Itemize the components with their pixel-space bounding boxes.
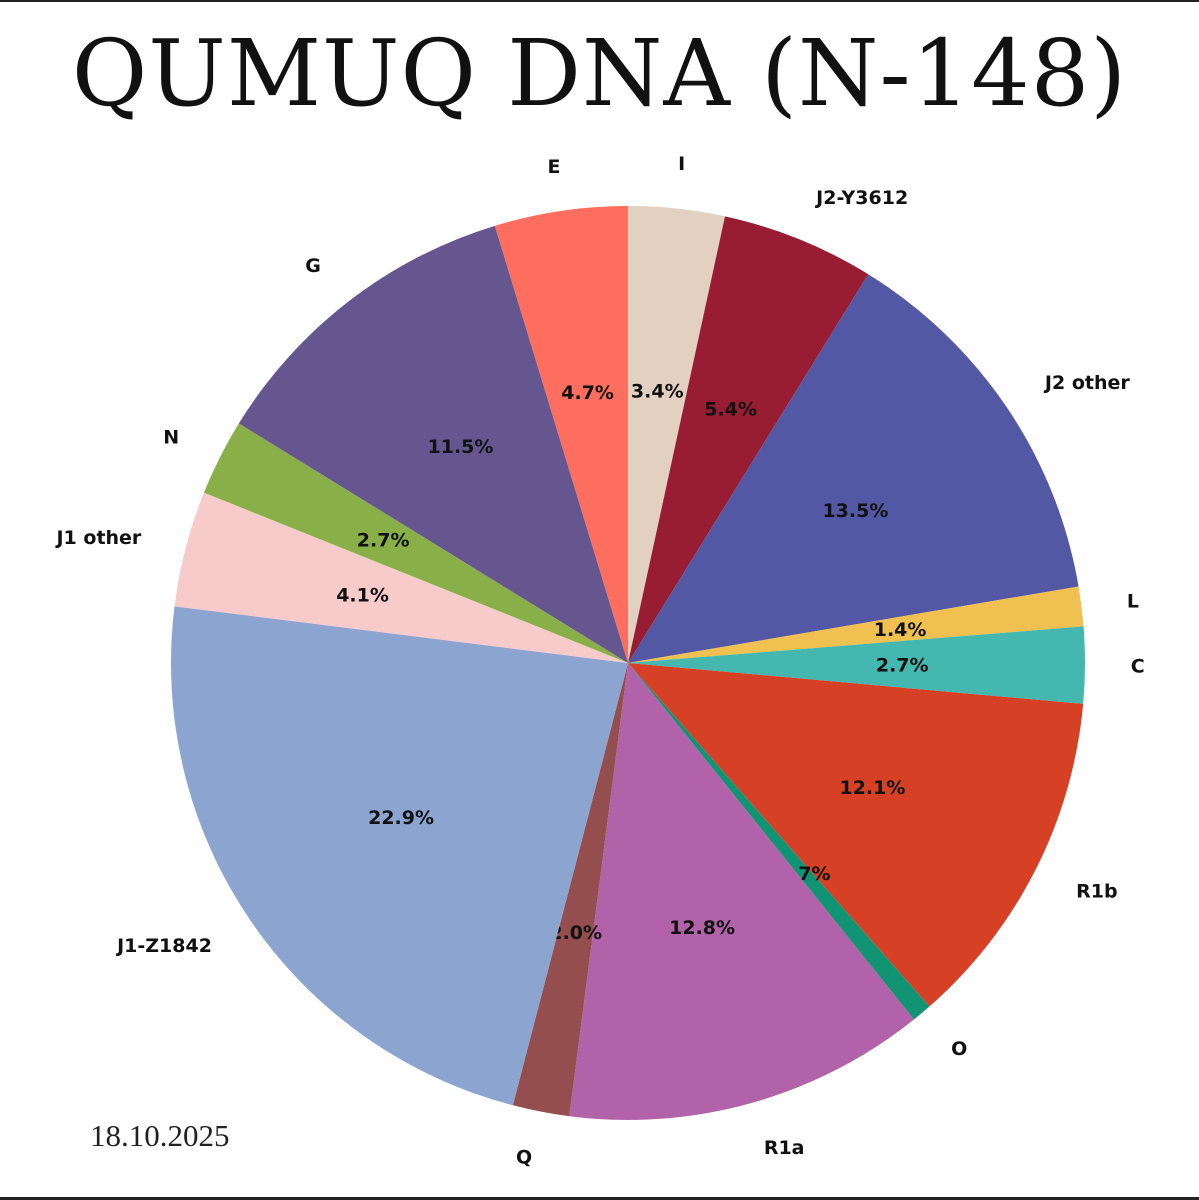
pie-slice-j2-y3612 [628,216,869,664]
pie-slice-j1-z1842 [171,606,629,1106]
slice-label-g: G [305,255,321,277]
slice-label-n: N [163,427,179,449]
pie-slice-q [512,663,628,1117]
slice-percent-j1-other: 4.1% [336,584,389,606]
slice-label-o: O [951,1038,967,1060]
pie-slice-c [628,626,1086,704]
pie-slice-j1-other [174,492,629,663]
slice-percent-j2-y3612: 5.4% [704,399,757,421]
pie-slice-n [203,423,628,663]
slice-label-q: Q [516,1146,532,1168]
slice-label-l: L [1127,591,1139,613]
slice-percent-i: 3.4% [631,380,684,402]
pie-slice-o [628,663,930,1020]
slice-percent-q: 2.0% [549,922,602,944]
slice-percent-g: 11.5% [428,436,494,458]
date-label: 18.10.2025 [90,1118,230,1153]
chart-title: QUMUQ DNA (N-148) [71,20,1128,127]
pie-slice-e [494,206,628,663]
pie-slice-j2-other [628,274,1079,663]
slice-label-c: C [1131,655,1145,677]
slice-label-e: E [547,156,560,178]
slice-label-j2-other: J2 other [1043,372,1130,394]
pie-slice-r1b [628,663,1084,1007]
slice-percent-j1-z1842: 22.9% [368,807,434,829]
slice-label-j1-other: J1 other [54,527,141,549]
pie-slice-g [238,225,628,663]
slice-label-i: I [678,153,685,175]
slice-percent-r1a: 12.8% [669,917,735,939]
slice-percent-j2-other: 13.5% [822,500,888,522]
pie-slice-i [628,206,725,663]
slice-percent-c: 2.7% [876,654,929,676]
slice-label-r1a: R1a [764,1137,805,1159]
slice-label-j2-y3612: J2-Y3612 [814,187,908,209]
pie-slice-r1a [569,663,914,1120]
slice-percent-r1b: 12.1% [839,777,905,799]
slice-percent-n: 2.7% [357,530,410,552]
slice-label-j1-z1842: J1-Z1842 [115,935,212,957]
slice-percent-l: 1.4% [874,619,927,641]
slice-label-r1b: R1b [1076,881,1117,903]
pie-slice-l [628,586,1084,663]
slice-percent-e: 4.7% [561,382,614,404]
